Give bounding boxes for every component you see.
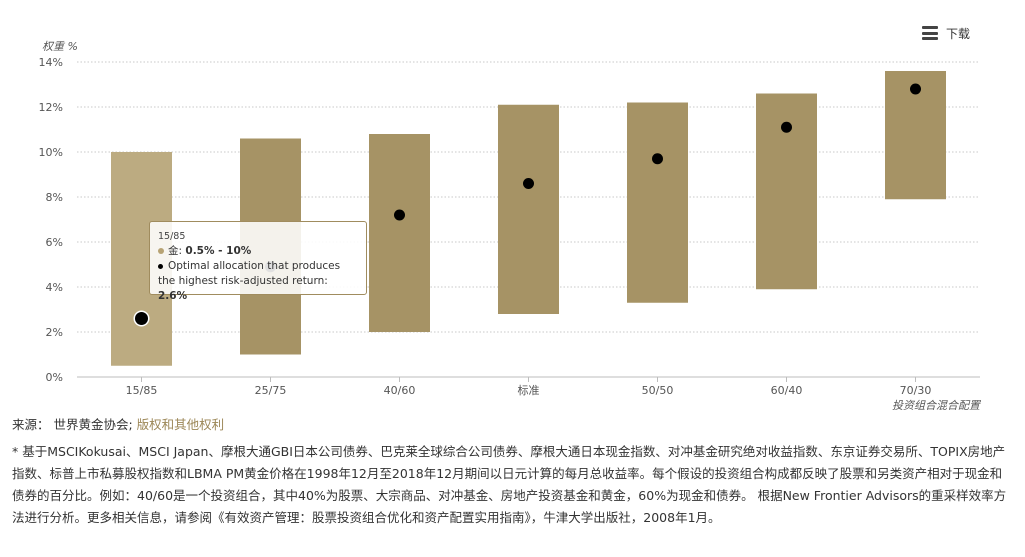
y-tick-label: 0% — [46, 371, 63, 384]
range-bar — [369, 134, 430, 332]
y-tick-label: 8% — [46, 191, 63, 204]
y-tick-label: 4% — [46, 281, 63, 294]
tooltip-point-label: Optimal allocation that produces the hig… — [158, 260, 341, 287]
x-tick-label: 15/85 — [126, 384, 158, 397]
rights-link[interactable]: 版权和其他权利 — [136, 417, 225, 432]
footnote: * 基于MSCIKokusai、MSCI Japan、摩根大通GBI日本公司债券… — [12, 444, 1007, 525]
optimal-point — [523, 178, 534, 189]
y-tick-label: 10% — [39, 146, 63, 159]
tooltip-point-value: 2.6% — [158, 290, 188, 302]
gold-legend-dot — [158, 248, 164, 254]
range-chart: 权重 % 0% 2% 4% 6% 8% 10% 12% 14% 15/85 25/75 40/60 标准… — [39, 40, 982, 412]
y-tick-label: 14% — [39, 56, 63, 69]
y-tick-label: 12% — [39, 101, 63, 114]
tooltip-category: 15/85 — [158, 231, 186, 242]
optimal-legend-dot — [158, 263, 163, 269]
tooltip-point-row: Optimal allocation that produces the hig… — [158, 259, 358, 304]
tooltip-range-row: 金: 0.5% - 10% — [158, 244, 358, 259]
chart-area: 权重 % 0% 2% 4% 6% 8% 10% 12% 14% 15/85 25/75 40/60 标准… — [39, 24, 982, 412]
x-tick-label: 50/50 — [642, 384, 674, 397]
tooltip-range-label: 金: — [168, 245, 186, 257]
x-tick-label: 40/60 — [384, 384, 416, 397]
x-tick-label: 标准 — [518, 383, 540, 397]
optimal-point — [910, 83, 921, 95]
optimal-point — [652, 153, 663, 165]
download-label: 下载 — [946, 26, 971, 41]
y-tick-label: 2% — [46, 326, 63, 339]
y-axis-title: 权重 % — [42, 40, 78, 53]
optimal-point — [394, 209, 405, 221]
source-line: 来源： 世界黄金协会; 版权和其他权利 — [12, 414, 224, 433]
tooltip-range-value: 0.5% - 10% — [185, 245, 252, 257]
source-label: 来源： 世界黄金协会; — [12, 417, 137, 432]
download-menu-button[interactable]: 下载 — [922, 24, 970, 42]
hamburger-menu-icon — [922, 26, 938, 40]
x-tick-label: 60/40 — [771, 384, 803, 397]
x-axis-title: 投资组合混合配置 — [892, 399, 982, 412]
x-tick-label: 25/75 — [255, 384, 287, 397]
range-bar — [498, 104, 559, 314]
y-tick-label: 6% — [46, 236, 63, 249]
x-tick-label: 70/30 — [900, 384, 932, 397]
optimal-point — [781, 121, 792, 133]
optimal-point — [135, 312, 148, 325]
chart-tooltip: 15/85 金: 0.5% - 10% Optimal allocation t… — [149, 221, 367, 302]
range-bar — [627, 102, 688, 303]
